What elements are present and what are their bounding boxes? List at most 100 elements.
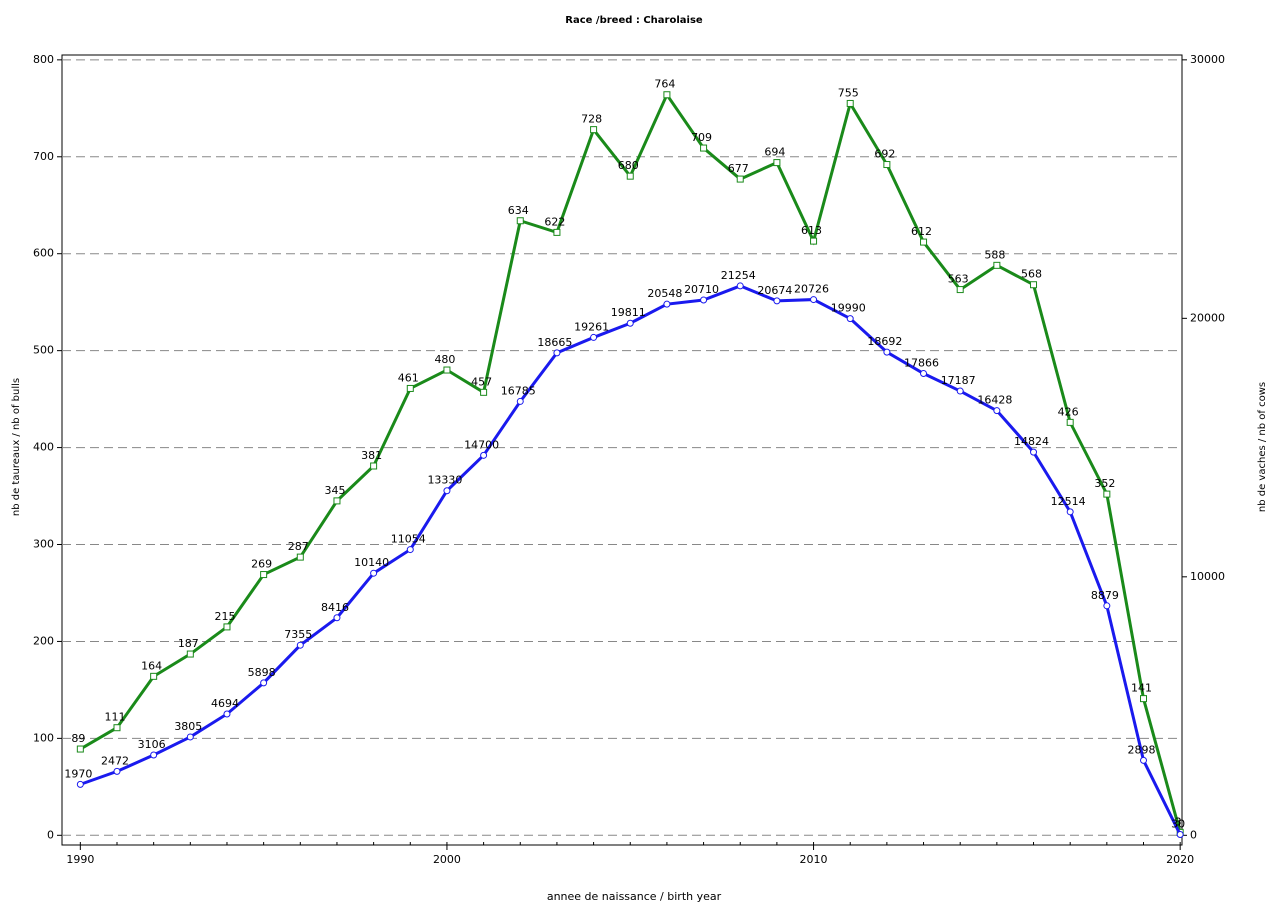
data-label: 19990 — [831, 302, 866, 315]
data-label: 30 — [1171, 818, 1185, 831]
x-axis-label: annee de naissance / birth year — [547, 890, 722, 903]
point — [736, 282, 744, 290]
point — [993, 407, 1001, 415]
point — [920, 369, 928, 377]
data-label: 3805 — [174, 720, 202, 733]
y-tick-label: 700 — [33, 150, 54, 163]
point — [113, 767, 121, 775]
point — [260, 571, 268, 579]
point — [663, 300, 671, 308]
point — [846, 315, 854, 323]
data-label: 16785 — [501, 384, 536, 397]
data-label: 17187 — [941, 374, 976, 387]
data-label: 89 — [71, 732, 85, 745]
data-label: 426 — [1058, 405, 1079, 418]
point — [883, 348, 891, 356]
point — [993, 261, 1001, 269]
x-tick-label: 2000 — [433, 853, 461, 866]
series-line — [79, 91, 1182, 833]
point — [333, 497, 341, 505]
point — [810, 237, 818, 245]
data-label: 634 — [508, 204, 529, 217]
point — [956, 387, 964, 395]
data-label: 111 — [104, 711, 125, 724]
data-label: 755 — [838, 86, 859, 99]
data-label: 764 — [654, 78, 675, 91]
data-label: 17866 — [904, 356, 939, 369]
y-axis-label: nb de taureaux / nb of bulls — [11, 378, 22, 516]
point — [516, 397, 524, 405]
point — [590, 126, 598, 134]
data-label: 677 — [728, 162, 749, 175]
point — [1140, 695, 1148, 703]
point — [150, 672, 158, 680]
data-label: 1970 — [64, 767, 92, 780]
point — [700, 296, 708, 304]
data-label: 461 — [398, 371, 419, 384]
point — [113, 724, 121, 732]
point — [296, 641, 304, 649]
point — [76, 780, 84, 788]
point — [1030, 448, 1038, 456]
data-label: 8416 — [321, 601, 349, 614]
point — [920, 238, 928, 246]
point — [480, 388, 488, 396]
point — [553, 349, 561, 357]
y2-tick-label: 30000 — [1190, 53, 1225, 66]
point — [406, 546, 414, 554]
data-label: 20548 — [647, 287, 682, 300]
data-label: 728 — [581, 113, 602, 126]
y-tick-label: 400 — [33, 441, 54, 454]
point — [370, 462, 378, 470]
point — [553, 228, 561, 236]
y-tick-label: 0 — [47, 828, 54, 841]
data-label: 164 — [141, 659, 162, 672]
plot-frame — [61, 54, 1183, 846]
point — [846, 99, 854, 107]
point — [1103, 602, 1111, 610]
data-label: 622 — [544, 215, 565, 228]
point — [406, 384, 414, 392]
data-label: 287 — [288, 540, 309, 553]
point — [186, 733, 194, 741]
point — [810, 296, 818, 304]
data-label: 19261 — [574, 320, 609, 333]
y2-axis-label: nb de vaches / nb of cows — [1257, 382, 1267, 512]
data-label: 5898 — [248, 666, 276, 679]
data-label: 21254 — [721, 269, 756, 282]
data-label: 18692 — [867, 335, 902, 348]
data-label: 16428 — [977, 394, 1012, 407]
data-label: 457 — [471, 375, 492, 388]
point — [480, 451, 488, 459]
data-label: 680 — [618, 159, 639, 172]
point — [883, 161, 891, 169]
point — [76, 745, 84, 753]
point — [736, 175, 744, 183]
data-label: 612 — [911, 225, 932, 238]
point — [1030, 281, 1038, 289]
y2-tick-label: 10000 — [1190, 570, 1225, 583]
x-tick-label: 2020 — [1166, 853, 1194, 866]
data-label: 13330 — [427, 474, 462, 487]
data-label: 8879 — [1091, 589, 1119, 602]
point — [590, 333, 598, 341]
y2-tick-label: 20000 — [1190, 311, 1225, 324]
x-tick-label: 2010 — [800, 853, 828, 866]
series-line — [79, 284, 1182, 836]
data-label: 11054 — [391, 533, 426, 546]
point — [150, 751, 158, 759]
data-label: 345 — [324, 484, 345, 497]
data-label: 20726 — [794, 283, 829, 296]
data-label: 141 — [1131, 682, 1152, 695]
point — [260, 679, 268, 687]
point — [626, 319, 634, 327]
y-tick-label: 100 — [33, 731, 54, 744]
point — [333, 614, 341, 622]
data-label: 352 — [1094, 477, 1115, 490]
point — [370, 569, 378, 577]
y-tick-label: 500 — [33, 344, 54, 357]
point — [773, 297, 781, 305]
point — [296, 553, 304, 561]
data-label: 18665 — [537, 336, 572, 349]
